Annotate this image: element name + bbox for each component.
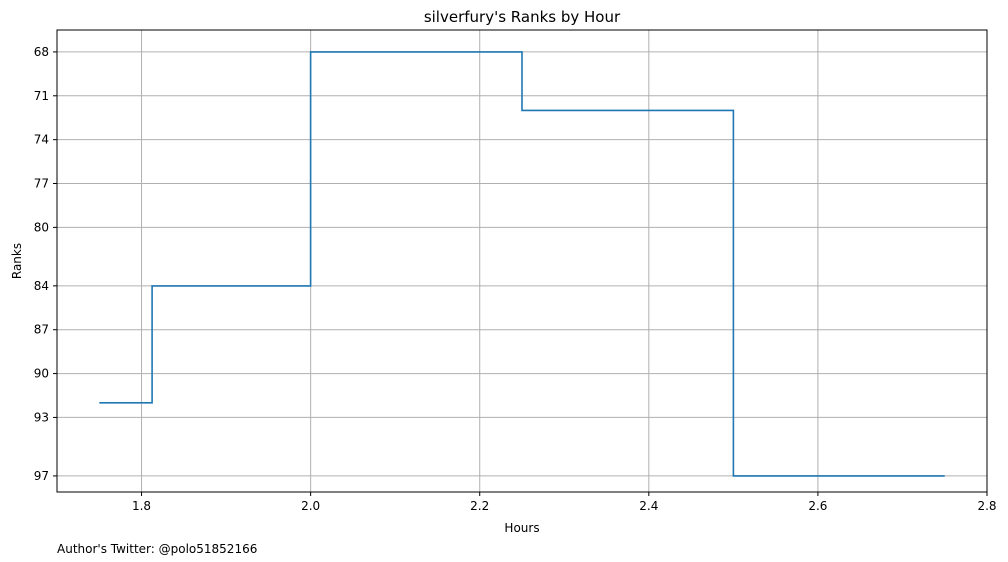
y-tick-label: 80 [34,220,49,234]
x-tick-label: 2.4 [639,499,658,513]
rank-step-line [99,51,945,477]
x-tick-label: 2.0 [301,499,320,513]
y-tick-label: 77 [34,177,49,191]
chart-title: silverfury's Ranks by Hour [424,8,621,26]
x-tick-label: 2.2 [470,499,489,513]
x-tick-label: 1.8 [132,499,151,513]
y-tick-label: 87 [34,323,49,337]
x-axis-ticks: 1.8 2.0 2.2 2.4 2.6 2.8 [132,492,997,513]
y-tick-label: 93 [34,410,49,424]
x-tick-label: 2.6 [808,499,827,513]
y-axis-ticks: 68 71 74 77 80 84 87 90 93 97 [34,45,57,483]
y-tick-label: 90 [34,367,49,381]
y-tick-label: 97 [34,469,49,483]
y-tick-label: 74 [34,133,49,147]
y-tick-label: 71 [34,89,49,103]
y-tick-label: 68 [34,45,49,59]
plot-frame [56,29,988,493]
x-axis-label: Hours [504,521,539,535]
y-axis-label: Ranks [10,243,24,279]
author-footnote: Author's Twitter: @polo51852166 [57,542,257,556]
y-tick-label: 84 [34,279,49,293]
x-tick-label: 2.8 [977,499,996,513]
